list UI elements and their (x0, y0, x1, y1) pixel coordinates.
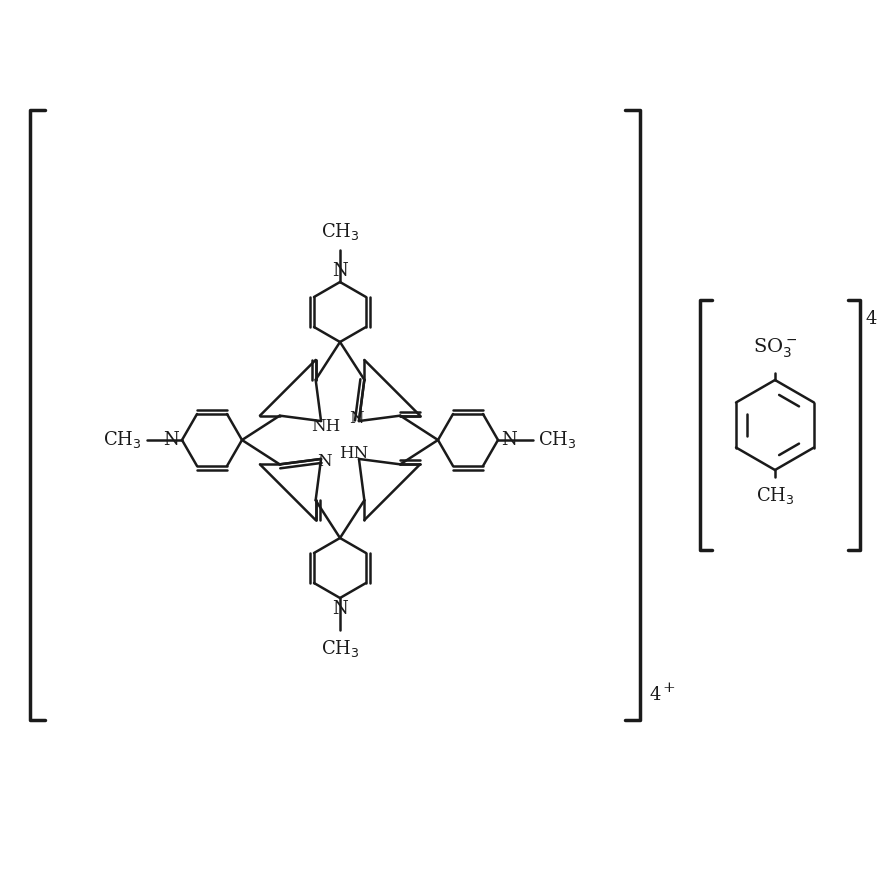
Text: HN: HN (339, 446, 368, 463)
Text: SO$_3^-$: SO$_3^-$ (753, 336, 797, 360)
Text: CH$_3$: CH$_3$ (538, 430, 577, 450)
Text: CH$_3$: CH$_3$ (320, 638, 360, 659)
Text: N: N (332, 600, 348, 618)
Text: CH$_3$: CH$_3$ (103, 430, 142, 450)
Text: N: N (317, 454, 331, 471)
Text: +: + (662, 681, 675, 695)
Text: CH$_3$: CH$_3$ (320, 221, 360, 242)
Text: N: N (163, 431, 179, 449)
Text: 4: 4 (865, 310, 877, 328)
Text: N: N (349, 409, 363, 426)
Text: N: N (332, 262, 348, 280)
Text: 4: 4 (650, 686, 661, 704)
Text: NH: NH (312, 417, 341, 434)
Text: N: N (501, 431, 517, 449)
Text: CH$_3$: CH$_3$ (756, 485, 794, 506)
